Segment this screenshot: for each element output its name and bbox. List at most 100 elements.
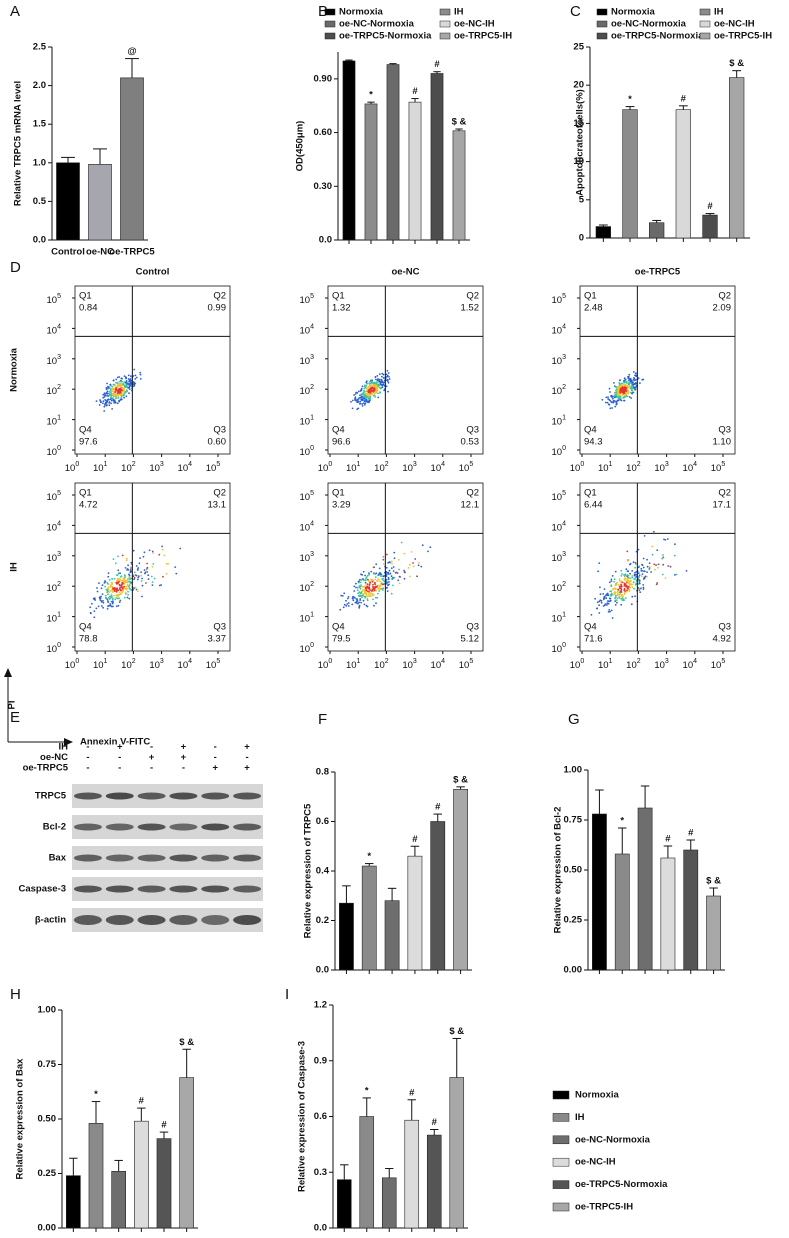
event-dot — [596, 601, 599, 604]
annotation: # — [681, 93, 687, 104]
event-dot — [669, 565, 672, 568]
event-dot — [376, 375, 379, 377]
tick-exponent: 1 — [57, 414, 61, 421]
annotation: # — [409, 1087, 415, 1098]
event-dot — [117, 589, 120, 592]
event-dot — [128, 392, 130, 395]
event-dot — [378, 590, 381, 592]
legend-label: oe-NC-IH — [454, 19, 495, 30]
event-dot — [95, 607, 98, 610]
event-dot — [371, 384, 373, 387]
event-dot — [357, 592, 359, 595]
tick-base: 10 — [552, 386, 563, 397]
event-dot — [667, 565, 670, 567]
event-dot — [609, 407, 612, 410]
event-dot — [365, 390, 368, 392]
event-dot — [657, 566, 659, 569]
event-dot — [353, 590, 356, 592]
quadrant-name: Q2 — [718, 488, 731, 499]
event-dot — [145, 582, 147, 584]
tick-base: 10 — [47, 522, 58, 533]
bar — [430, 73, 444, 241]
event-dot — [98, 404, 101, 406]
event-dot — [100, 587, 103, 590]
event-dot — [631, 570, 634, 572]
axis-title: PI — [7, 701, 18, 710]
event-dot — [641, 563, 643, 566]
event-dot — [126, 587, 128, 590]
bar — [430, 821, 446, 971]
event-dot — [123, 381, 126, 384]
event-dot — [621, 387, 624, 390]
event-dot — [624, 592, 626, 594]
event-dot — [125, 395, 128, 398]
event-dot — [116, 594, 119, 596]
event-dot — [117, 569, 120, 572]
event-dot — [626, 388, 629, 391]
event-dot — [119, 588, 121, 590]
quadrant-value: 96.6 — [332, 437, 351, 448]
quadrant-value: 0.84 — [79, 303, 98, 314]
bar — [449, 1077, 465, 1229]
event-dot — [107, 395, 110, 397]
event-dot — [101, 593, 104, 595]
event-dot — [412, 565, 415, 568]
event-dot — [378, 579, 380, 581]
bar — [156, 1138, 172, 1229]
y-axis-title: OD(450μm) — [295, 121, 306, 172]
event-dot — [139, 378, 142, 380]
event-dot — [365, 589, 367, 592]
event-dot — [613, 382, 615, 384]
event-dots — [590, 530, 688, 619]
event-dot — [631, 583, 634, 586]
event-dot — [610, 395, 612, 397]
tick-base: 10 — [300, 325, 311, 336]
event-dot — [607, 602, 610, 605]
tick-exponent: 1 — [310, 611, 314, 618]
event-dot — [620, 585, 623, 588]
legend-swatch — [439, 8, 451, 16]
event-dot — [108, 591, 111, 594]
event-dot — [151, 581, 154, 583]
event-dot — [418, 561, 420, 564]
band-name: Bax — [49, 853, 67, 864]
quadrant-value: 79.5 — [332, 634, 351, 645]
event-dot — [354, 393, 357, 395]
x-tick-label: 104 — [683, 658, 698, 671]
annotation: * — [620, 816, 624, 827]
event-dot — [100, 595, 102, 598]
event-dot — [126, 383, 129, 385]
x-tick-label: 100 — [570, 658, 585, 671]
legend-swatch — [552, 1135, 570, 1145]
event-dot — [598, 600, 601, 603]
y-tick-label: 0.25 — [564, 915, 583, 926]
event-dots — [89, 545, 182, 619]
event-dot — [663, 538, 665, 541]
tick-exponent: 3 — [160, 658, 164, 665]
event-dot — [117, 582, 119, 585]
event-dot — [631, 586, 634, 589]
x-tick-label: 102 — [121, 658, 136, 671]
event-dot — [120, 380, 123, 383]
tick-exponent: 0 — [580, 658, 584, 665]
bar — [660, 857, 676, 971]
event-dot — [617, 588, 619, 591]
event-dot — [111, 589, 113, 591]
event-dot — [151, 565, 154, 568]
event-dot — [629, 572, 631, 575]
tick-exponent: 5 — [721, 461, 725, 468]
event-dot — [120, 589, 123, 592]
x-tick-label: 102 — [374, 461, 389, 474]
event-dot — [123, 579, 126, 582]
tick-exponent: 5 — [57, 293, 61, 300]
event-dot — [616, 601, 618, 604]
event-dot — [105, 388, 108, 391]
y-tick-label: 1.5 — [33, 119, 47, 130]
y-tick-label: 0.00 — [564, 965, 583, 976]
event-dot — [615, 402, 618, 405]
event-dot — [631, 576, 634, 579]
tick-base: 10 — [47, 492, 58, 503]
tick-base: 10 — [683, 660, 694, 671]
tick-exponent: 3 — [57, 551, 61, 558]
quadrant-name: Q2 — [466, 291, 479, 302]
